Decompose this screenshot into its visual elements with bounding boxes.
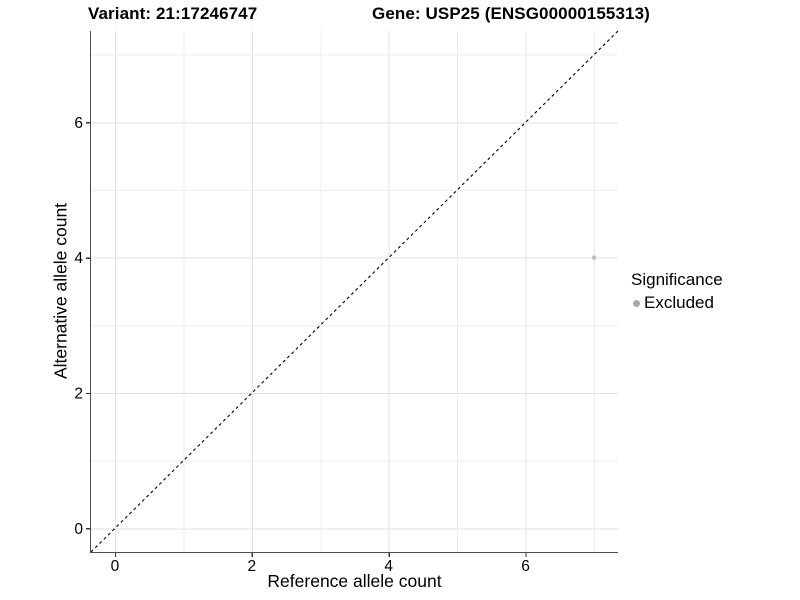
y-tick-label: 4 (74, 250, 83, 267)
legend-title: Significance (631, 270, 723, 289)
gene-title: Gene: USP25 (ENSG00000155313) (372, 4, 650, 23)
y-tick-label: 2 (74, 385, 83, 402)
x-tick-label: 0 (111, 558, 120, 575)
legend: Significance Excluded (631, 270, 723, 313)
data-point (591, 255, 597, 260)
identity-line (90, 30, 619, 553)
x-axis-title: Reference allele count (267, 571, 442, 591)
y-axis-title: Alternative allele count (50, 202, 71, 380)
legend-item-label: Excluded (644, 293, 714, 312)
x-tick-label: 6 (521, 558, 530, 575)
legend-item-excluded: Excluded (631, 293, 723, 313)
x-tick-label: 4 (384, 558, 393, 575)
variant-title: Variant: 21:17246747 (88, 4, 258, 23)
x-tick-label: 2 (248, 558, 257, 575)
excluded-point-icon (633, 299, 640, 307)
y-tick-label: 6 (74, 115, 83, 132)
y-tick-label: 0 (74, 521, 83, 538)
